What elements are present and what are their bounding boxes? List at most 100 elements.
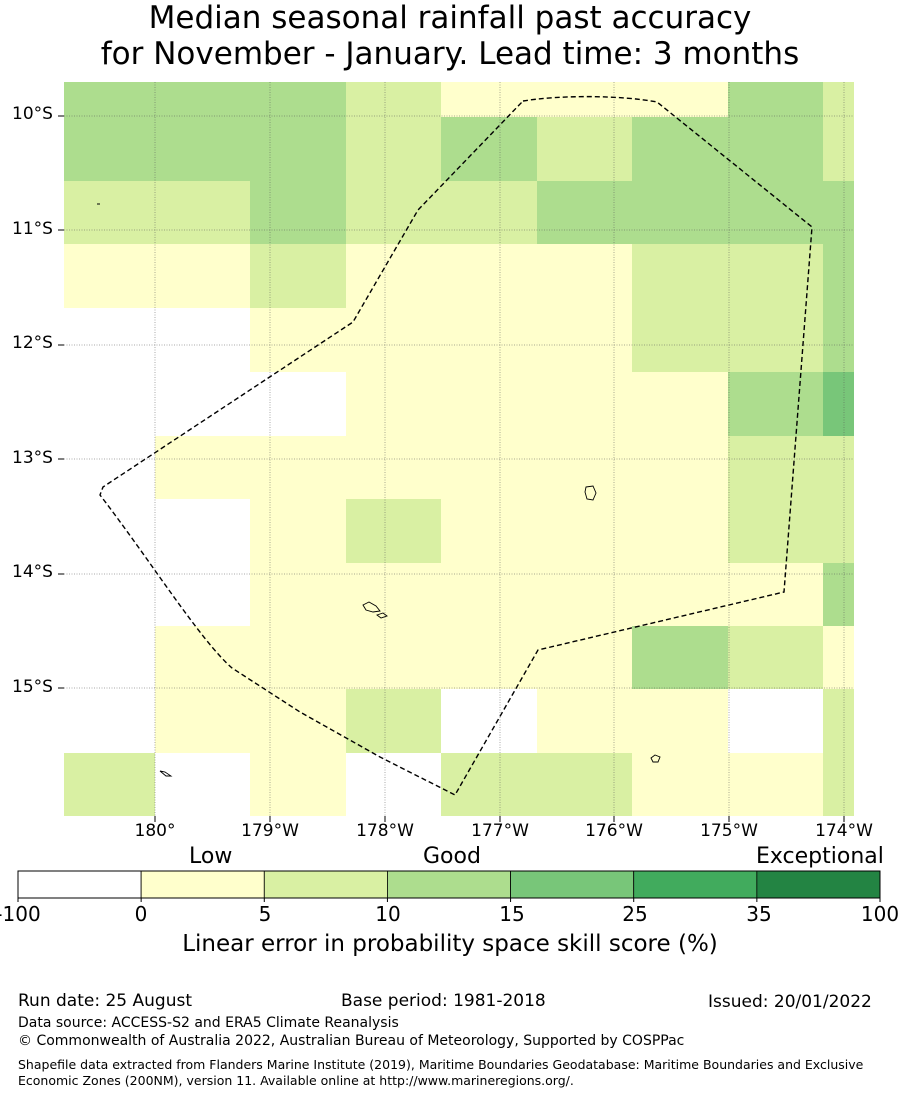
skill-cell <box>441 372 537 436</box>
island-outline <box>650 754 661 763</box>
lon-label: 176°W <box>585 821 643 841</box>
skill-cell <box>250 117 346 181</box>
skill-cell <box>823 499 854 563</box>
skill-cell <box>632 181 728 244</box>
colorbar-outline <box>17 870 881 899</box>
skill-cell <box>823 689 854 753</box>
lon-label: 179°W <box>241 821 299 841</box>
skill-cell <box>64 181 155 244</box>
skill-grid <box>64 82 854 816</box>
skill-cell <box>632 372 728 436</box>
skill-cell <box>64 436 155 499</box>
skill-cell <box>823 436 854 499</box>
colorbar-tick: 100 <box>860 902 900 926</box>
skill-cell <box>155 626 250 689</box>
colorbar-tick: 5 <box>258 902 272 926</box>
island-outline <box>362 601 381 613</box>
skill-cell <box>155 372 250 436</box>
lat-label: 15°S <box>12 677 53 697</box>
colorbar-swatch <box>140 870 265 899</box>
skill-cell <box>537 82 632 117</box>
skill-cell <box>728 689 823 753</box>
skill-cell <box>64 626 155 689</box>
skill-cell <box>728 372 823 436</box>
lat-label: 13°S <box>12 448 53 468</box>
skill-cell <box>632 436 728 499</box>
skill-cell <box>441 308 537 372</box>
skill-cell <box>632 82 728 117</box>
skill-cell <box>441 181 537 244</box>
skill-cell <box>728 244 823 308</box>
skill-cell <box>537 499 632 563</box>
skill-cell <box>64 753 155 816</box>
skill-cell <box>250 436 346 499</box>
skill-cell <box>155 117 250 181</box>
skill-cell <box>250 82 346 117</box>
shapefile-credit: Shapefile data extracted from Flanders M… <box>18 1057 864 1088</box>
skill-cell <box>632 689 728 753</box>
skill-cell <box>632 626 728 689</box>
skill-cell <box>155 753 250 816</box>
skill-cell <box>728 308 823 372</box>
colorbar-swatch <box>17 870 142 899</box>
skill-cell <box>441 689 537 753</box>
skill-cell <box>155 181 250 244</box>
colorbar-swatch <box>263 870 388 899</box>
skill-cell <box>155 308 250 372</box>
skill-cell <box>346 436 441 499</box>
skill-cell <box>823 181 854 244</box>
colorbar-category-low: Low <box>189 844 233 869</box>
skill-cell <box>155 689 250 753</box>
skill-cell <box>823 372 854 436</box>
lon-label: 178°W <box>356 821 414 841</box>
skill-cell <box>441 117 537 181</box>
skill-cell <box>537 689 632 753</box>
skill-cell <box>250 689 346 753</box>
skill-cell <box>250 753 346 816</box>
colorbar-tick: 10 <box>375 902 401 926</box>
skill-cell <box>441 499 537 563</box>
skill-cell <box>537 372 632 436</box>
skill-cell <box>346 82 441 117</box>
colorbar-tick: 25 <box>622 902 648 926</box>
colorbar-tick: 35 <box>746 902 772 926</box>
issued-date: Issued: 20/01/2022 <box>708 992 872 1012</box>
colorbar-swatch <box>387 870 511 899</box>
skill-cell <box>250 244 346 308</box>
skill-cell <box>250 308 346 372</box>
skill-cell <box>441 753 537 816</box>
run-date: Run date: 25 August <box>18 991 192 1011</box>
colorbar-category-exceptional: Exceptional <box>756 844 884 869</box>
skill-cell <box>441 244 537 308</box>
skill-cell <box>537 117 632 181</box>
skill-cell <box>250 181 346 244</box>
colorbar-swatch <box>510 870 635 899</box>
skill-cell <box>64 499 155 563</box>
skill-cell <box>250 626 346 689</box>
colorbar-swatch <box>756 870 881 899</box>
copyright: © Commonwealth of Australia 2022, Austra… <box>18 1033 685 1049</box>
skill-cell <box>346 372 441 436</box>
skill-cell <box>823 308 854 372</box>
skill-cell <box>632 499 728 563</box>
skill-cell <box>537 753 632 816</box>
skill-cell <box>728 117 823 181</box>
skill-cell <box>632 308 728 372</box>
skill-cell <box>632 117 728 181</box>
skill-cell <box>346 244 441 308</box>
skill-cell <box>537 626 632 689</box>
skill-cell <box>441 626 537 689</box>
colorbar-category-good: Good <box>423 844 481 869</box>
lat-label: 14°S <box>12 562 53 582</box>
skill-cell <box>632 244 728 308</box>
colorbar-swatch <box>633 870 758 899</box>
data-source: Data source: ACCESS-S2 and ERA5 Climate … <box>18 1015 399 1031</box>
axis-ticks <box>58 115 845 822</box>
skill-cell <box>64 689 155 753</box>
skill-cell <box>346 181 441 244</box>
skill-cell <box>537 308 632 372</box>
lat-label: 12°S <box>12 333 53 353</box>
skill-cell <box>64 244 155 308</box>
base-period: Base period: 1981-2018 <box>341 991 546 1011</box>
